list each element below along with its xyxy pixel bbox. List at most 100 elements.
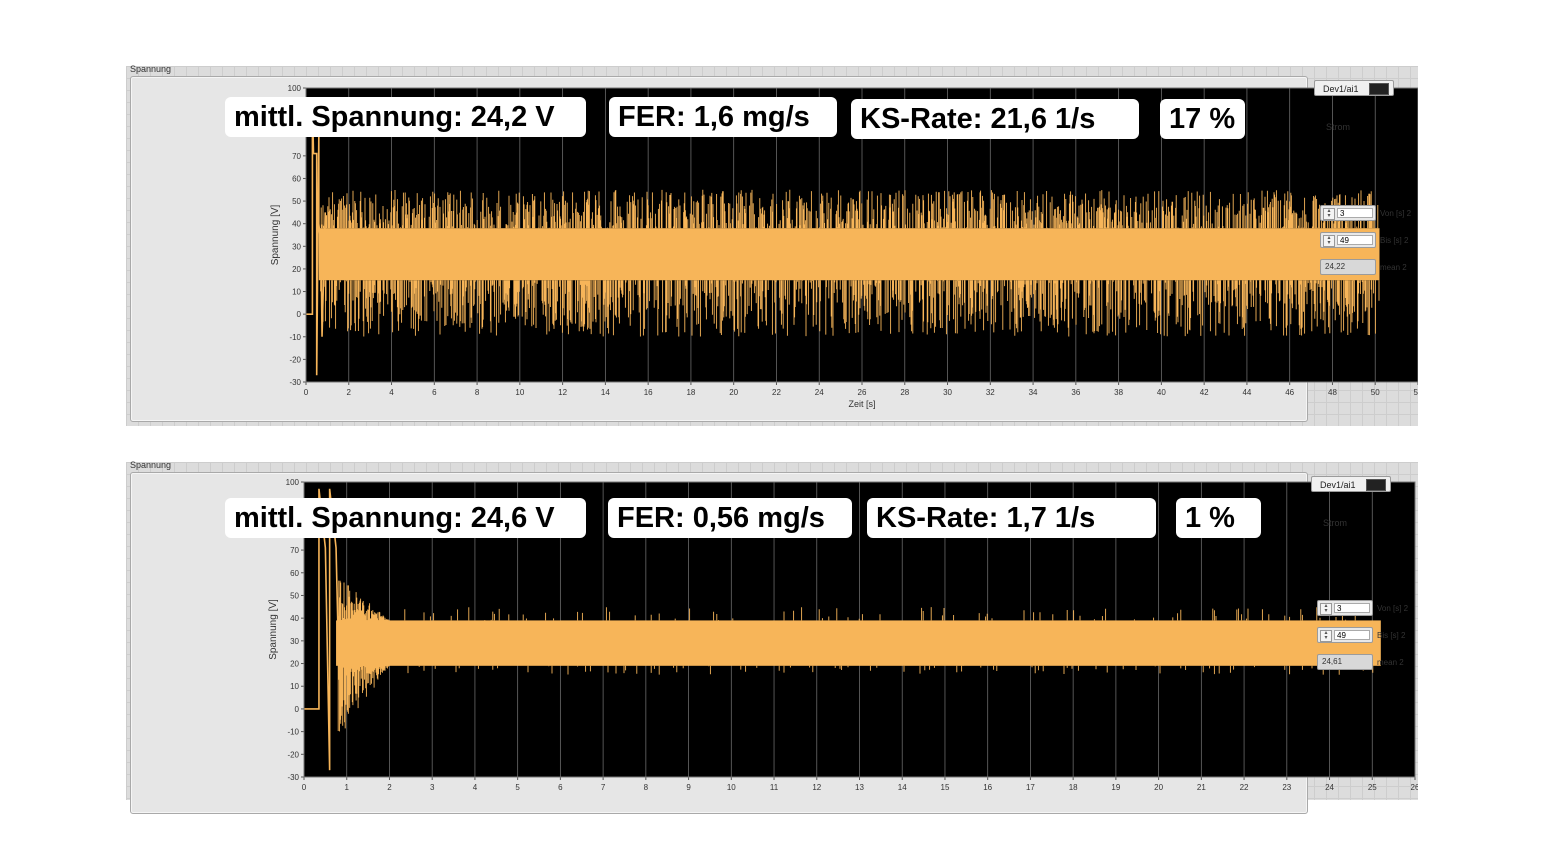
x-tick-label: 4 [389,388,394,397]
y-tick-label: -30 [287,773,299,782]
y-tick-label: -10 [289,333,301,342]
bis-label: Bis [s] 2 [1377,631,1406,640]
x-tick-label: 10 [727,783,736,792]
x-tick-label: 26 [1411,783,1418,792]
y-tick-label: -20 [287,750,299,759]
voltage-series [306,99,1380,376]
x-tick-label: 2 [347,388,352,397]
spinner-icon[interactable]: ▴ ▾ [1323,208,1335,220]
strom-label: Strom [1323,518,1348,528]
mean-value: 24,22 [1325,262,1346,271]
mean-voltage-label: mittl. Spannung: 24,6 V [225,498,586,538]
bis-control[interactable]: ▴ ▾ 49 [1317,627,1373,643]
x-tick-label: 14 [601,388,610,397]
mean-voltage-label: mittl. Spannung: 24,2 V [225,97,586,137]
control-sidebar: Dev1/ai1 Strom ▴ ▾ 3 Von [s] 2 ▴ ▾ 49 Bis [s… [1314,66,1414,426]
x-tick-label: 3 [430,783,435,792]
mean-label: mean 2 [1377,658,1404,667]
x-tick-label: 18 [1069,783,1078,792]
bis-control[interactable]: ▴ ▾ 49 [1320,232,1376,248]
von-input[interactable]: 3 [1337,208,1373,218]
channel-label: Dev1/ai1 [1323,84,1359,94]
y-tick-label: 60 [292,174,301,183]
y-tick-label: 0 [297,310,302,319]
x-tick-label: 10 [515,388,524,397]
bis-input[interactable]: 49 [1334,630,1370,640]
x-tick-label: 48 [1328,388,1337,397]
x-tick-label: 40 [1157,388,1166,397]
voltage-series [304,488,1381,771]
y-tick-label: 40 [292,220,301,229]
bis-label: Bis [s] 2 [1380,236,1409,245]
x-tick-label: 6 [432,388,437,397]
x-tick-label: 30 [943,388,952,397]
y-tick-label: 30 [292,242,301,251]
y-tick-label: 70 [290,546,299,555]
x-tick-label: 11 [770,783,779,792]
control-sidebar: Dev1/ai1 Strom ▴ ▾ 3 Von [s] 2 ▴ ▾ 49 Bis [s… [1311,462,1411,800]
y-tick-label: 70 [292,152,301,161]
dense-signal-band [336,620,1381,666]
x-tick-label: 9 [686,783,691,792]
von-control[interactable]: ▴ ▾ 3 [1317,600,1373,616]
x-tick-label: 2 [387,783,392,792]
y-tick-label: 50 [292,197,301,206]
plot-border [303,481,1416,778]
x-tick-label: 26 [858,388,867,397]
signal-spikes [337,580,1374,732]
y-tick-label: 0 [295,705,300,714]
x-tick-label: 28 [900,388,909,397]
axes: 1009080706050403020100-10-20-30024681012… [270,84,1418,409]
panel-title: Spannung [130,64,172,74]
x-tick-label: 20 [729,388,738,397]
y-tick-label: 100 [288,84,302,93]
channel-selector[interactable]: Dev1/ai1 [1311,476,1391,492]
x-tick-label: 46 [1285,388,1294,397]
x-tick-label: 25 [1368,783,1377,792]
waveform-icon [1366,479,1386,491]
x-tick-label: 34 [1029,388,1038,397]
y-tick-label: 20 [290,660,299,669]
spinner-icon[interactable]: ▴ ▾ [1320,603,1332,615]
y-tick-label: 20 [292,265,301,274]
y-axis-label: Spannung [V] [268,599,279,660]
x-tick-label: 19 [1111,783,1120,792]
x-tick-label: 15 [941,783,950,792]
x-tick-label: 50 [1371,388,1380,397]
x-tick-label: 12 [558,388,567,397]
x-axis-label: Zeit [s] [848,399,875,409]
x-tick-label: 38 [1114,388,1123,397]
mean-indicator: 24,61 [1317,654,1373,670]
mean-indicator: 24,22 [1320,259,1376,275]
fer-label: FER: 1,6 mg/s [609,97,837,137]
x-tick-label: 22 [1240,783,1249,792]
percent-label: 17 % [1160,99,1245,139]
von-label: Von [s] 2 [1377,604,1409,613]
mean-value: 24,61 [1322,657,1343,666]
panel-title: Spannung [130,460,172,470]
bis-input[interactable]: 49 [1337,235,1373,245]
x-tick-label: 0 [304,388,309,397]
y-axis-label: Spannung [V] [270,204,281,265]
y-tick-label: 40 [290,614,299,623]
y-tick-label: 100 [286,478,300,487]
ks-rate-label: KS-Rate: 1,7 1/s [867,498,1156,538]
von-label: Von [s] 2 [1380,209,1412,218]
x-tick-label: 36 [1071,388,1080,397]
von-input[interactable]: 3 [1334,603,1370,613]
x-tick-label: 6 [558,783,563,792]
x-tick-label: 16 [644,388,653,397]
x-tick-label: 18 [686,388,695,397]
x-tick-label: 20 [1154,783,1163,792]
x-tick-label: 1 [345,783,350,792]
y-tick-label: 10 [292,288,301,297]
x-tick-label: 8 [644,783,649,792]
spinner-icon[interactable]: ▴ ▾ [1323,235,1335,247]
von-control[interactable]: ▴ ▾ 3 [1320,205,1376,221]
channel-selector[interactable]: Dev1/ai1 [1314,80,1394,96]
startup-transient-line [304,488,348,771]
y-tick-label: 50 [290,591,299,600]
waveform-icon [1369,83,1389,95]
spinner-icon[interactable]: ▴ ▾ [1320,630,1332,642]
x-tick-label: 16 [983,783,992,792]
